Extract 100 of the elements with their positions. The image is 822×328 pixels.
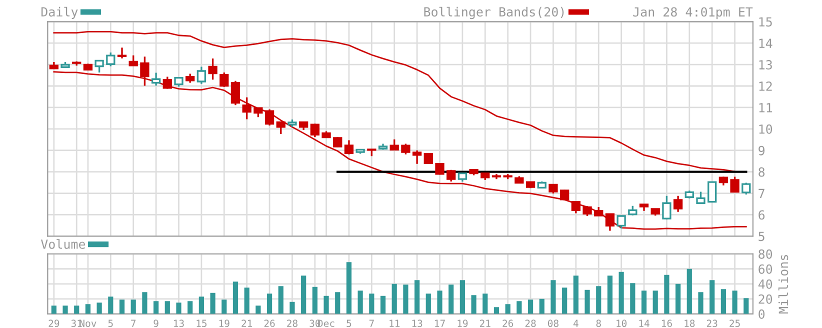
- y-tick-label: 11: [759, 103, 772, 112]
- x-tick-label: 5: [346, 320, 352, 328]
- bar: [414, 280, 420, 314]
- x-tick-label: 17: [435, 320, 445, 327]
- candlestick: [696, 190, 706, 204]
- candlestick: [582, 205, 592, 217]
- bar: [607, 276, 613, 314]
- candlestick: [616, 214, 626, 230]
- bar: [676, 284, 681, 314]
- y-tick-label: 12: [759, 82, 772, 91]
- y-tick-label: 15: [759, 17, 772, 27]
- x-tick-label: 4: [573, 320, 578, 327]
- bar: [380, 296, 386, 314]
- y-tick-label: 8: [758, 167, 765, 177]
- candlestick: [242, 96, 252, 120]
- candlestick: [264, 108, 274, 126]
- y-tick-label: 5: [758, 232, 764, 242]
- y-tick-label: 10: [759, 124, 772, 134]
- bar: [686, 268, 692, 314]
- bar: [460, 280, 465, 314]
- bar: [358, 290, 363, 314]
- x-tick-label: 21: [242, 320, 252, 327]
- bar: [62, 306, 68, 314]
- x-tick-label: 26: [502, 320, 514, 328]
- bar: [290, 302, 295, 314]
- x-tick-label: 7: [369, 320, 374, 327]
- candlestick: [401, 142, 410, 156]
- bar: [210, 292, 216, 314]
- bar: [346, 262, 352, 314]
- candlestick: [390, 138, 399, 151]
- bar: [494, 307, 500, 314]
- candlestick: [117, 46, 127, 60]
- bar: [369, 294, 374, 314]
- bar: [471, 295, 476, 314]
- text: Jan 28 4:01pm ET: [633, 7, 753, 20]
- x-tick-label: 26: [264, 320, 275, 328]
- candlestick: [310, 122, 320, 138]
- candlestick: [560, 188, 570, 202]
- bar: [244, 288, 250, 314]
- candlestick: [333, 136, 342, 148]
- legend-label: Volume: [40, 239, 86, 249]
- candlestick: [230, 80, 240, 106]
- x-tick-label: 13: [174, 320, 184, 328]
- bar: [164, 301, 170, 314]
- bar: [51, 306, 56, 314]
- legend-label: Daily: [41, 6, 78, 19]
- candlestick: [196, 66, 206, 85]
- bar: [130, 300, 136, 314]
- bar: [710, 280, 715, 314]
- bar: [392, 284, 397, 314]
- bar: [437, 290, 442, 314]
- bar: [562, 288, 568, 314]
- bar: [256, 306, 261, 314]
- candlestick: [276, 121, 286, 135]
- y-tick-label: 7: [758, 188, 764, 198]
- y-tick-label: 80: [758, 249, 772, 259]
- candlestick: [662, 194, 672, 220]
- candlestick: [571, 201, 581, 214]
- bar: [596, 286, 602, 314]
- x-tick-label: 29: [48, 320, 60, 328]
- y-tick-label: 20: [758, 294, 772, 304]
- candlestick: [94, 60, 104, 74]
- x-tick-label: 08: [548, 320, 558, 328]
- bar: [324, 296, 329, 314]
- candlestick: [628, 205, 638, 216]
- bar: [188, 301, 193, 314]
- bar: [142, 292, 148, 314]
- bar: [198, 296, 204, 314]
- bar: [732, 290, 738, 314]
- candlestick: [162, 76, 172, 90]
- bar: [301, 276, 306, 314]
- bar: [153, 301, 159, 314]
- bar: [528, 300, 534, 314]
- candlestick: [412, 150, 422, 165]
- bar: [652, 290, 658, 314]
- x-tick-label: 23: [706, 320, 718, 328]
- x-tick-label: 5: [108, 320, 113, 328]
- bar: [641, 290, 647, 314]
- bar: [266, 294, 272, 314]
- bar: [222, 300, 227, 314]
- bar: [664, 274, 670, 314]
- candlestick: [344, 139, 354, 156]
- x-tick-label: 28: [525, 320, 536, 328]
- y-tick-label: 60: [758, 264, 772, 274]
- candlestick: [673, 194, 683, 213]
- y-tick-label: 6: [758, 210, 765, 220]
- y-tick-label: 14: [759, 38, 772, 48]
- x-tick-label: 7: [131, 320, 136, 327]
- bar: [539, 298, 544, 314]
- bar: [278, 286, 284, 314]
- candlestick: [730, 176, 740, 194]
- candlestick: [742, 182, 751, 196]
- x-tick-label: 13: [412, 320, 422, 328]
- bar: [505, 304, 510, 314]
- y-axis-title: Millions: [778, 255, 788, 314]
- x-tick-label: 15: [196, 320, 207, 328]
- candlestick: [186, 72, 195, 84]
- y-tick-label: 13: [759, 60, 772, 70]
- bar: [550, 280, 556, 314]
- bar: [403, 284, 408, 314]
